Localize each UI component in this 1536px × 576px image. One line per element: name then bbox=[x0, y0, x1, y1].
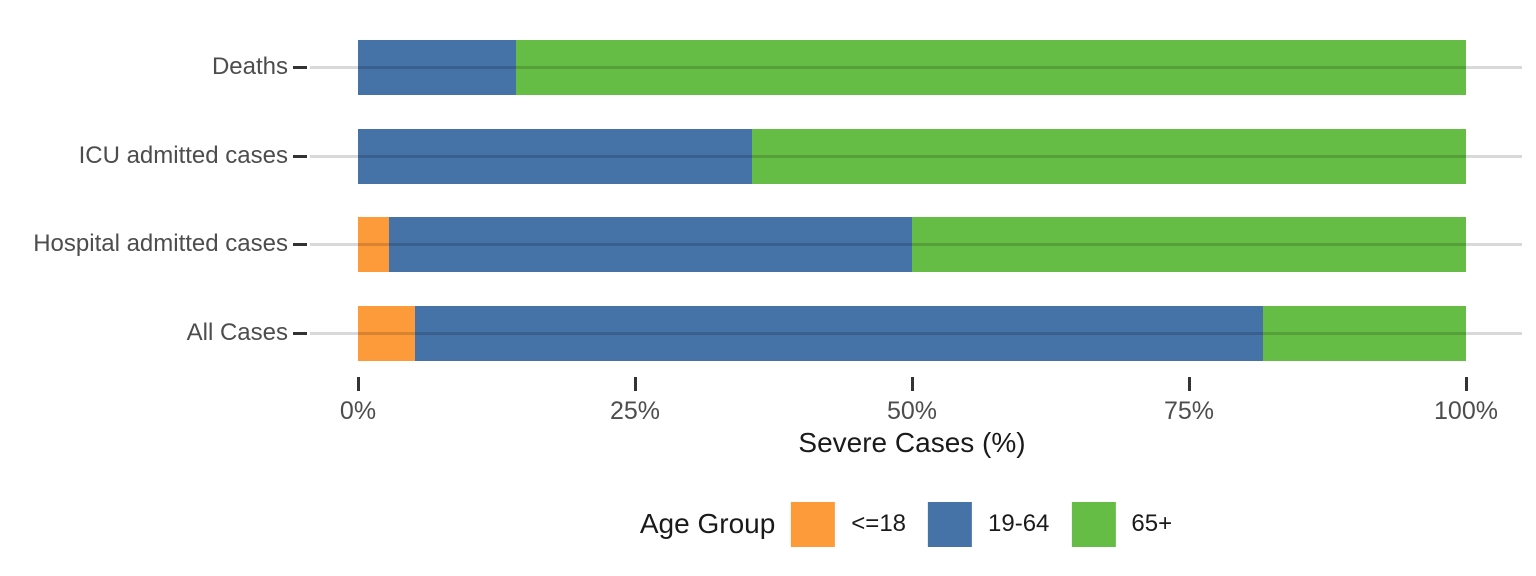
legend-swatch-icon bbox=[928, 501, 973, 547]
legend-entries: <=18 19-64 65+ bbox=[791, 501, 1194, 547]
category-label: Hospital admitted cases bbox=[33, 230, 288, 257]
bar-segment-19-64 bbox=[358, 128, 753, 184]
y-tick bbox=[293, 331, 307, 335]
legend-label: <=18 bbox=[851, 510, 907, 537]
y-tick bbox=[293, 242, 307, 246]
category-label: Deaths bbox=[211, 53, 288, 80]
bar-segment-19-64 bbox=[358, 39, 517, 95]
bar-segment-19-64 bbox=[389, 216, 912, 272]
x-tick bbox=[1187, 377, 1191, 391]
bar-segment-19-64 bbox=[414, 305, 1264, 361]
category-label: All Cases bbox=[186, 319, 288, 346]
y-tick bbox=[293, 65, 307, 69]
x-tick-label: 50% bbox=[886, 397, 938, 425]
x-tick bbox=[356, 377, 360, 391]
legend-label: 65+ bbox=[1131, 510, 1173, 537]
bar-segment-<=18 bbox=[358, 305, 415, 361]
bar-segment-65+ bbox=[516, 39, 1466, 95]
x-tick-label: 75% bbox=[1163, 397, 1215, 425]
legend-label: 19-64 bbox=[988, 510, 1050, 537]
x-tick bbox=[633, 377, 637, 391]
legend: Age Group <=18 19-64 65+ bbox=[640, 496, 1194, 552]
legend-entry: 65+ bbox=[1071, 501, 1194, 547]
x-tick bbox=[1464, 377, 1468, 391]
legend-swatch-icon bbox=[791, 501, 836, 547]
x-axis-title: Severe Cases (%) bbox=[798, 427, 1026, 458]
x-tick-label: 0% bbox=[339, 397, 377, 425]
bar-segment-65+ bbox=[912, 216, 1466, 272]
legend-entry: <=18 bbox=[791, 501, 928, 547]
gridline bbox=[310, 65, 1522, 69]
x-tick-label: 25% bbox=[609, 397, 661, 425]
y-tick bbox=[293, 154, 307, 158]
category-label: ICU admitted cases bbox=[78, 142, 288, 169]
gridline bbox=[310, 242, 1522, 246]
x-tick bbox=[910, 377, 914, 391]
bar-segment-65+ bbox=[1263, 305, 1466, 361]
legend-title: Age Group bbox=[639, 508, 776, 539]
gridline bbox=[310, 154, 1522, 158]
bar-segment-65+ bbox=[752, 128, 1466, 184]
legend-swatch-icon bbox=[1071, 501, 1116, 547]
gridline bbox=[310, 331, 1522, 335]
legend-entry: 19-64 bbox=[928, 501, 1071, 547]
x-tick-label: 100% bbox=[1434, 397, 1498, 425]
bar-segment-<=18 bbox=[358, 216, 390, 272]
